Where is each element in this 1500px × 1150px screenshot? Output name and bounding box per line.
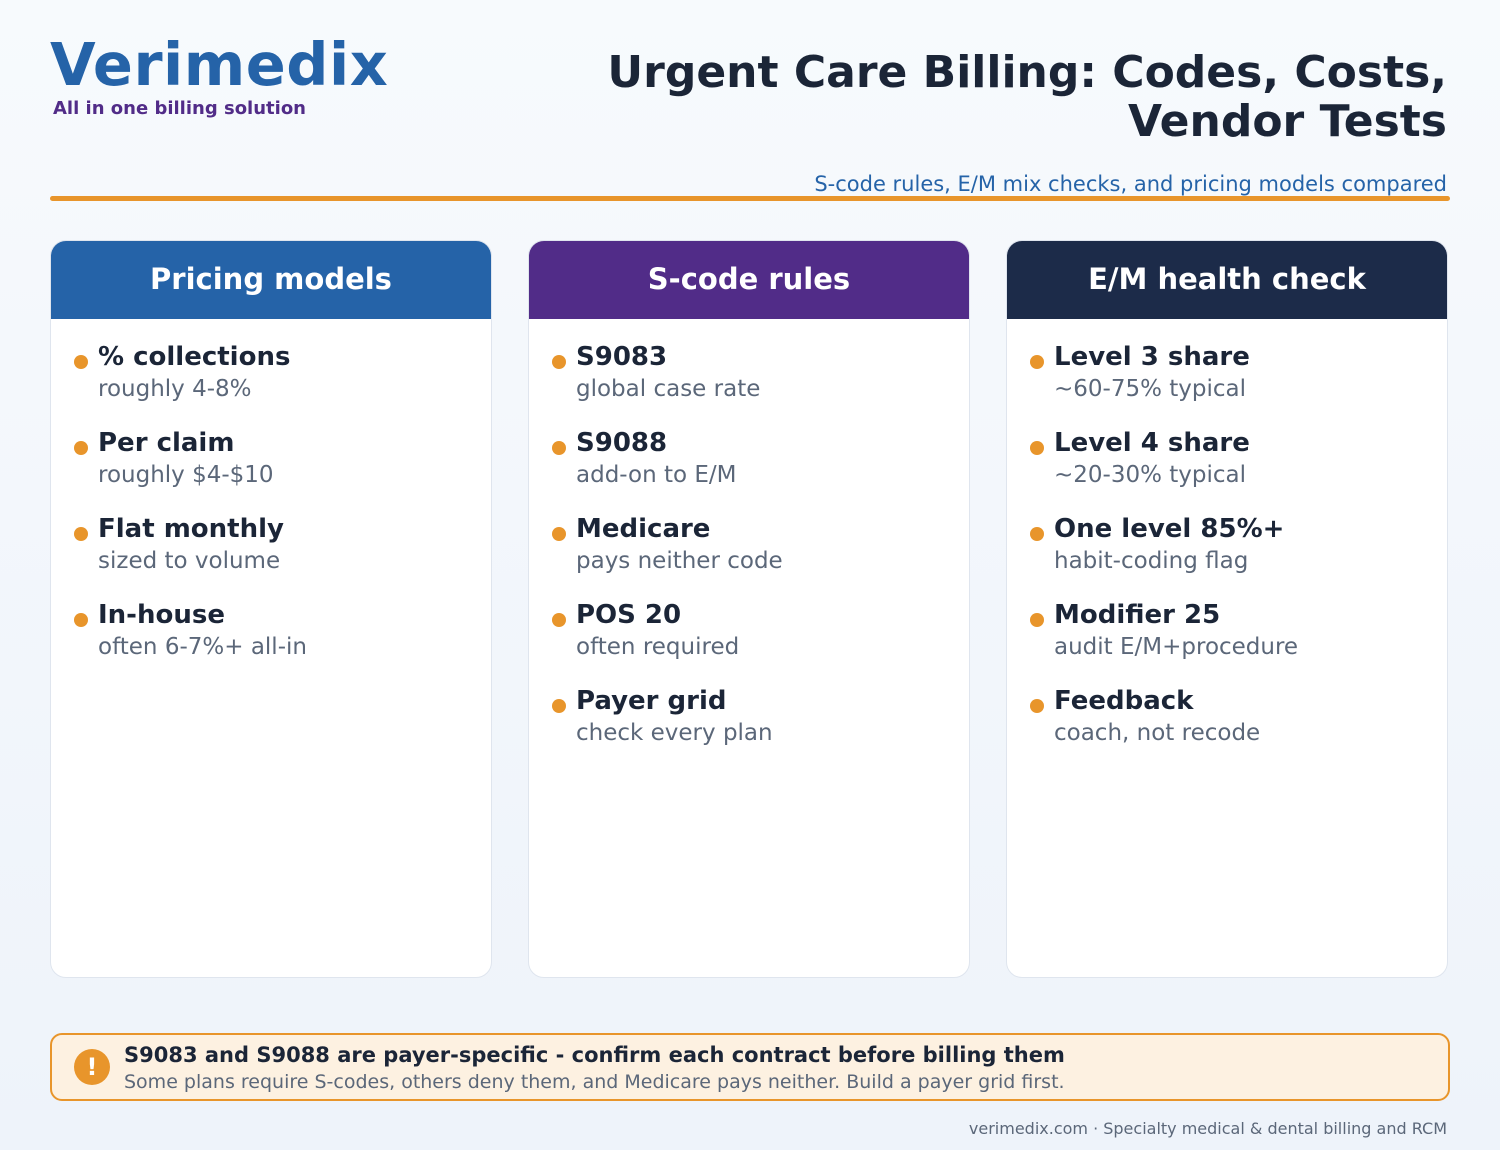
- bullet-dot-icon: [552, 613, 566, 627]
- card-s-code-rules: S-code rules S9083 global case rate S908…: [528, 240, 970, 978]
- bullet-dot-icon: [1030, 613, 1044, 627]
- footer-credit: verimedix.com · Specialty medical & dent…: [968, 1119, 1447, 1138]
- bullet-dot-icon: [1030, 527, 1044, 541]
- item-title: Level 3 share: [1054, 342, 1250, 372]
- item-title: Modifier 25: [1054, 600, 1221, 630]
- item-detail: ~20-30% typical: [1054, 462, 1247, 488]
- item-detail: audit E/M+procedure: [1054, 634, 1299, 660]
- bullet-dot-icon: [552, 355, 566, 369]
- list-item: S9083 global case rate: [529, 341, 969, 427]
- bullet-dot-icon: [1030, 355, 1044, 369]
- card-title: Pricing models: [51, 241, 491, 319]
- item-detail: global case rate: [576, 376, 761, 402]
- page-title-line-1: Urgent Care Billing: Codes, Costs,: [607, 47, 1447, 98]
- list-item: Feedback coach, not recode: [1007, 685, 1447, 771]
- item-detail: ~60-75% typical: [1054, 376, 1247, 402]
- bullet-dot-icon: [552, 699, 566, 713]
- card-pricing-models: Pricing models % collections roughly 4-8…: [50, 240, 492, 978]
- page-title-line-2: Vendor Tests: [1128, 96, 1447, 147]
- card-item-list: Level 3 share ~60-75% typical Level 4 sh…: [1007, 319, 1447, 771]
- item-title: Level 4 share: [1054, 428, 1250, 458]
- list-item: Flat monthly sized to volume: [51, 513, 491, 599]
- list-item: Modifier 25 audit E/M+procedure: [1007, 599, 1447, 685]
- item-title: S9083: [576, 342, 668, 372]
- header-divider: [50, 196, 1450, 201]
- bullet-dot-icon: [74, 441, 88, 455]
- list-item: Medicare pays neither code: [529, 513, 969, 599]
- card-em-health-check: E/M health check Level 3 share ~60-75% t…: [1006, 240, 1448, 978]
- list-item: Level 3 share ~60-75% typical: [1007, 341, 1447, 427]
- item-detail: roughly 4-8%: [98, 376, 252, 402]
- item-title: Feedback: [1054, 686, 1194, 716]
- item-title: S9088: [576, 428, 668, 458]
- item-detail: sized to volume: [98, 548, 281, 574]
- bullet-dot-icon: [552, 441, 566, 455]
- item-detail: check every plan: [576, 720, 773, 746]
- list-item: % collections roughly 4-8%: [51, 341, 491, 427]
- list-item: S9088 add-on to E/M: [529, 427, 969, 513]
- bullet-dot-icon: [552, 527, 566, 541]
- list-item: Payer grid check every plan: [529, 685, 969, 771]
- item-detail: pays neither code: [576, 548, 783, 574]
- bullet-dot-icon: [74, 527, 88, 541]
- item-title: % collections: [98, 342, 291, 372]
- bullet-dot-icon: [74, 355, 88, 369]
- item-title: One level 85%+: [1054, 514, 1285, 544]
- brand-logo: Verimedix: [50, 30, 389, 99]
- card-title: E/M health check: [1007, 241, 1447, 319]
- bullet-dot-icon: [1030, 699, 1044, 713]
- page-title: Urgent Care Billing: Codes, Costs, Vendo…: [547, 48, 1447, 146]
- callout-title: S9083 and S9088 are payer-specific - con…: [124, 1043, 1065, 1067]
- list-item: In-house often 6-7%+ all-in: [51, 599, 491, 685]
- item-detail: habit-coding flag: [1054, 548, 1249, 574]
- item-title: Medicare: [576, 514, 711, 544]
- card-item-list: % collections roughly 4-8% Per claim rou…: [51, 319, 491, 685]
- card-item-list: S9083 global case rate S9088 add-on to E…: [529, 319, 969, 771]
- brand-tagline: All in one billing solution: [53, 98, 306, 119]
- item-detail: coach, not recode: [1054, 720, 1261, 746]
- item-detail: roughly $4-$10: [98, 462, 274, 488]
- list-item: One level 85%+ habit-coding flag: [1007, 513, 1447, 599]
- item-detail: often required: [576, 634, 740, 660]
- item-title: Payer grid: [576, 686, 727, 716]
- payer-warning-callout: ! S9083 and S9088 are payer-specific - c…: [50, 1033, 1450, 1101]
- item-title: Flat monthly: [98, 514, 284, 544]
- item-detail: add-on to E/M: [576, 462, 737, 488]
- item-title: Per claim: [98, 428, 235, 458]
- page-subtitle: S-code rules, E/M mix checks, and pricin…: [814, 172, 1447, 196]
- bullet-dot-icon: [1030, 441, 1044, 455]
- item-title: POS 20: [576, 600, 682, 630]
- list-item: Level 4 share ~20-30% typical: [1007, 427, 1447, 513]
- item-title: In-house: [98, 600, 225, 630]
- item-detail: often 6-7%+ all-in: [98, 634, 307, 660]
- list-item: Per claim roughly $4-$10: [51, 427, 491, 513]
- bullet-dot-icon: [74, 613, 88, 627]
- exclamation-icon: !: [74, 1049, 110, 1085]
- card-title: S-code rules: [529, 241, 969, 319]
- list-item: POS 20 often required: [529, 599, 969, 685]
- callout-body: Some plans require S-codes, others deny …: [124, 1071, 1065, 1093]
